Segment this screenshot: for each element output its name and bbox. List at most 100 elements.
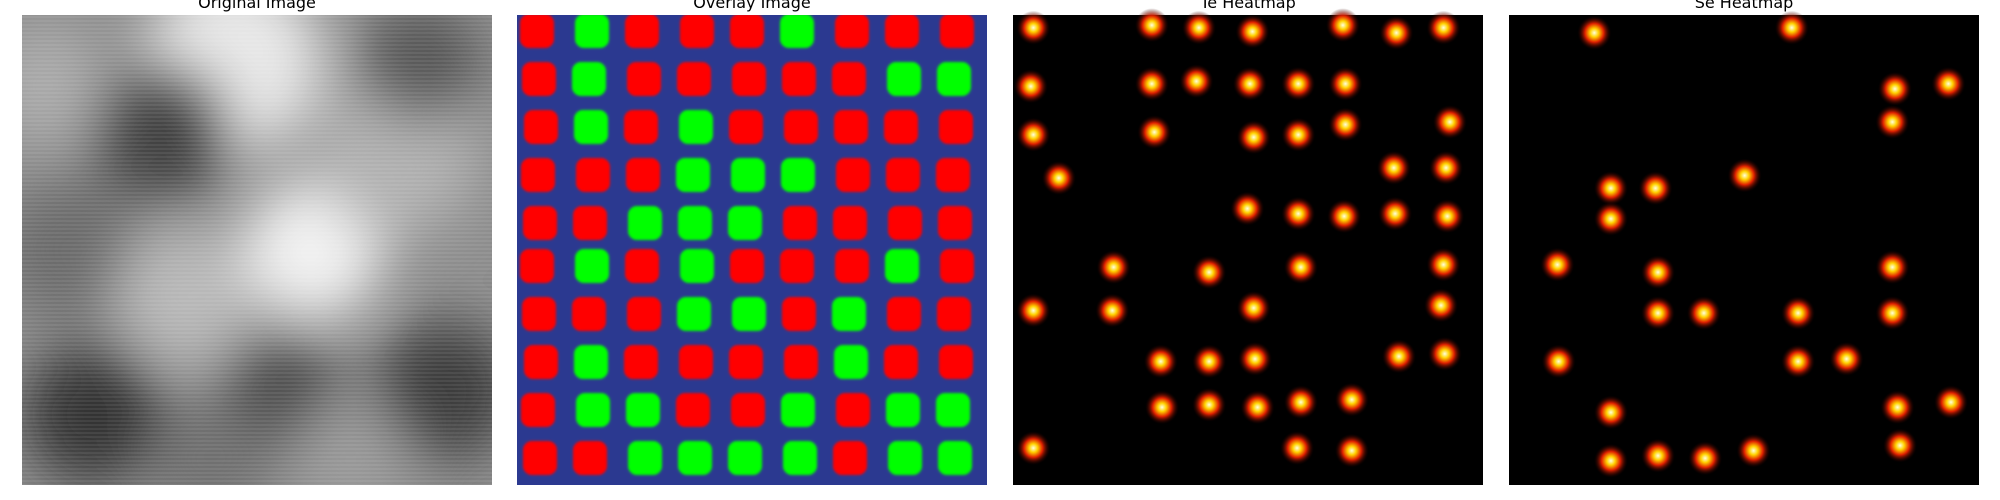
hot-spot: [1933, 385, 1968, 420]
hot-spot: [1192, 344, 1227, 379]
hot-spot: [1430, 199, 1465, 234]
hot-spot: [1328, 107, 1363, 142]
hot-spot: [1096, 250, 1131, 285]
cell: [940, 249, 974, 283]
cell: [832, 297, 866, 331]
cell: [885, 15, 919, 48]
cell: [728, 441, 762, 475]
cell: [836, 393, 870, 427]
hot-spot: [1541, 344, 1576, 379]
cell: [522, 62, 556, 96]
cell: [886, 393, 920, 427]
cell: [524, 110, 558, 144]
cell: [627, 62, 661, 96]
cell: [780, 249, 814, 283]
cell: [680, 15, 714, 48]
cell: [573, 206, 607, 240]
cell: [781, 393, 815, 427]
hot-spot: [1641, 438, 1676, 473]
hot-spot: [1232, 66, 1267, 101]
hot-spot: [1593, 443, 1628, 478]
panel-title: Se Heatmap: [1695, 0, 1794, 12]
cell: [676, 393, 710, 427]
te-heatmap: [1013, 8, 1483, 485]
hot-spot: [1641, 296, 1676, 331]
hot-spot: [1236, 290, 1271, 325]
hot-spot: [1325, 8, 1360, 43]
cell: [781, 158, 815, 192]
cell: [832, 62, 866, 96]
cell: [624, 110, 658, 144]
hot-spot: [1016, 117, 1051, 152]
cell: [884, 345, 918, 379]
hot-spot: [1145, 390, 1180, 425]
cell: [938, 206, 972, 240]
cell: [729, 345, 763, 379]
cell: [784, 345, 818, 379]
hot-spot: [1426, 10, 1461, 45]
cell: [574, 110, 608, 144]
cell: [678, 441, 712, 475]
cell: [835, 15, 869, 48]
cell: [520, 249, 554, 283]
cell: [680, 249, 714, 283]
cell: [679, 345, 713, 379]
cell: [625, 15, 659, 48]
cell: [938, 441, 972, 475]
hot-spot: [1236, 120, 1271, 155]
hot-spot: [1429, 150, 1464, 185]
hot-spot: [1281, 66, 1316, 101]
hot-spot: [1727, 158, 1762, 193]
hot-spot: [1432, 104, 1467, 139]
hot-spot: [1427, 336, 1462, 371]
cell: [939, 345, 973, 379]
cell: [887, 62, 921, 96]
cell: [782, 297, 816, 331]
hot-spot: [1280, 431, 1315, 466]
hot-spot: [1235, 14, 1270, 49]
cell: [834, 110, 868, 144]
cell: [783, 441, 817, 475]
panel-title: Overlay Image: [693, 0, 810, 12]
original-image: [22, 15, 492, 485]
cell: [731, 158, 765, 192]
cell: [937, 297, 971, 331]
hot-spot: [1593, 395, 1628, 430]
cell: [936, 158, 970, 192]
hot-spot: [1875, 250, 1910, 285]
hot-spot: [1376, 150, 1411, 185]
hot-spot: [1283, 250, 1318, 285]
cell: [731, 393, 765, 427]
hot-spot: [1192, 387, 1227, 422]
hot-spot: [1577, 15, 1612, 50]
hot-spot: [1880, 390, 1915, 425]
hot-spot: [1016, 10, 1051, 45]
cell: [575, 15, 609, 48]
cell: [523, 441, 557, 475]
hot-spot: [1328, 66, 1363, 101]
cell: [679, 110, 713, 144]
cell: [784, 110, 818, 144]
hot-spot: [1686, 296, 1721, 331]
hot-spot: [1181, 10, 1216, 45]
hot-spot: [1137, 115, 1172, 150]
hot-spot: [1781, 344, 1816, 379]
hot-spot: [1638, 171, 1673, 206]
hot-spot: [1781, 296, 1816, 331]
hot-spot: [1134, 8, 1169, 43]
hot-spot: [1426, 247, 1461, 282]
cell: [522, 297, 556, 331]
cell: [732, 62, 766, 96]
cell: [573, 441, 607, 475]
overlay-image: [517, 15, 987, 485]
cell: [884, 110, 918, 144]
cell: [939, 110, 973, 144]
hot-spot: [1931, 66, 1966, 101]
hot-spot: [1327, 199, 1362, 234]
hot-spot: [1041, 161, 1076, 196]
hot-spot: [1381, 339, 1416, 374]
cell: [730, 15, 764, 48]
cell: [729, 110, 763, 144]
hot-spot: [1877, 71, 1912, 106]
